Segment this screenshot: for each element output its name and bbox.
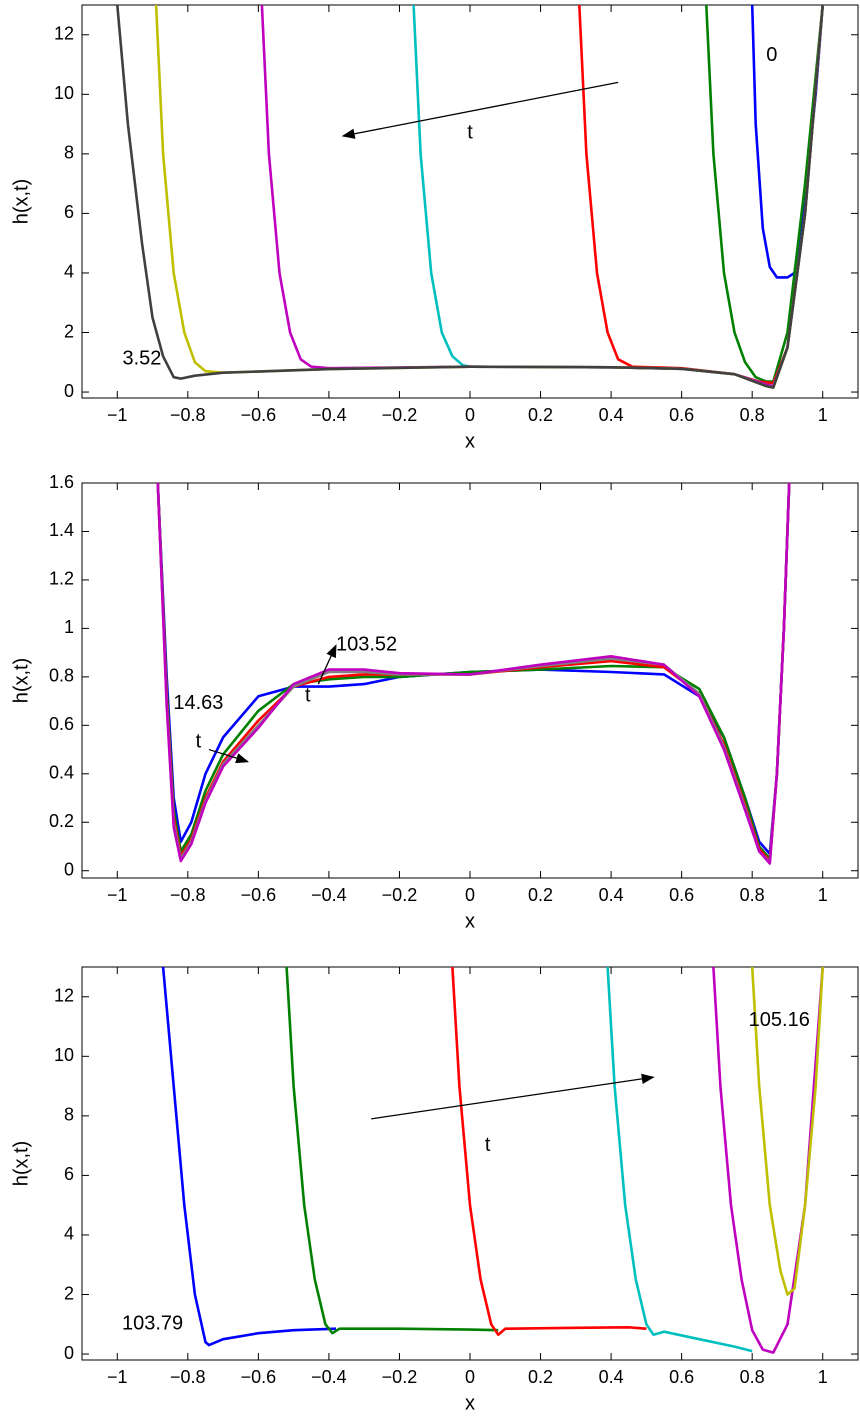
y-tick-label: 10 [54, 83, 74, 103]
x-tick-label: 0.8 [740, 1367, 765, 1387]
y-tick-label: 0.8 [49, 666, 74, 686]
x-tick-label: −0.2 [382, 1367, 418, 1387]
annotation: t [485, 1134, 491, 1156]
y-tick-label: 0.4 [49, 763, 74, 783]
y-tick-label: 6 [64, 202, 74, 222]
x-tick-label: −0.6 [241, 405, 277, 425]
x-tick-label: 0.4 [599, 405, 624, 425]
x-tick-label: 0.2 [528, 1367, 553, 1387]
y-tick-label: 8 [64, 1105, 74, 1125]
y-tick-label: 12 [54, 24, 74, 44]
annotation: 105.16 [749, 1009, 810, 1031]
x-tick-label: 0.4 [599, 1367, 624, 1387]
y-tick-label: 4 [64, 1224, 74, 1244]
data-line [451, 967, 647, 1336]
x-tick-label: 0.6 [669, 1367, 694, 1387]
y-tick-label: 0 [64, 1343, 74, 1363]
data-line [750, 967, 824, 1296]
x-tick-label: 0.6 [669, 405, 694, 425]
y-tick-label: 1.4 [49, 520, 74, 540]
data-line [161, 967, 337, 1347]
x-tick-label: −0.8 [170, 405, 206, 425]
y-tick-label: 0 [64, 859, 74, 879]
x-tick-label: −0.8 [170, 885, 206, 905]
x-tick-label: 0 [465, 1367, 475, 1387]
annotation: t [196, 731, 202, 753]
data-line [156, 483, 791, 860]
annotation: 0 [766, 44, 777, 66]
data-line [156, 483, 791, 856]
data-line [578, 5, 824, 385]
x-tick-label: 1 [818, 1367, 828, 1387]
data-line [606, 967, 753, 1353]
y-tick-label: 0.2 [49, 811, 74, 831]
data-line [285, 967, 499, 1335]
x-tick-label: 0 [465, 885, 475, 905]
x-tick-label: −0.2 [382, 405, 418, 425]
data-line [154, 5, 824, 389]
x-axis-label: x [465, 1392, 475, 1414]
annotation-arrow [317, 644, 337, 685]
annotation-arrow [341, 81, 619, 139]
x-tick-label: −1 [107, 885, 128, 905]
y-tick-label: 12 [54, 986, 74, 1006]
y-tick-label: 1.6 [49, 472, 74, 492]
annotation: t [305, 685, 311, 707]
annotation: 3.52 [122, 348, 161, 370]
x-tick-label: −0.4 [311, 1367, 347, 1387]
x-axis-label: x [465, 910, 475, 932]
data-line [260, 5, 824, 388]
x-tick-label: 1 [818, 885, 828, 905]
x-tick-label: 0.2 [528, 405, 553, 425]
data-line [156, 483, 791, 865]
y-tick-label: 2 [64, 321, 74, 341]
x-tick-label: −0.2 [382, 885, 418, 905]
x-tick-label: 0.6 [669, 885, 694, 905]
y-tick-label: 4 [64, 262, 74, 282]
y-tick-label: 0 [64, 381, 74, 401]
x-tick-label: −0.4 [311, 885, 347, 905]
plot-frame [81, 966, 859, 1361]
annotation: t [467, 121, 473, 143]
x-tick-label: −0.4 [311, 405, 347, 425]
x-tick-label: −0.6 [241, 1367, 277, 1387]
x-tick-label: 0.2 [528, 885, 553, 905]
y-axis-label: h(x,t) [10, 658, 32, 704]
x-axis-label: x [465, 430, 475, 452]
x-tick-label: 0 [465, 405, 475, 425]
data-line [705, 5, 824, 383]
plot-frame [81, 4, 859, 399]
y-axis-label: h(x,t) [10, 179, 32, 225]
y-tick-label: 1 [64, 617, 74, 637]
x-tick-label: 0.4 [599, 885, 624, 905]
y-tick-label: 1.2 [49, 569, 74, 589]
x-tick-label: −1 [107, 1367, 128, 1387]
annotation-arrow [371, 1073, 655, 1120]
x-tick-label: −1 [107, 405, 128, 425]
data-line [116, 5, 824, 389]
x-tick-label: 0.8 [740, 885, 765, 905]
y-tick-label: 2 [64, 1283, 74, 1303]
annotation: 14.63 [173, 692, 223, 714]
y-tick-label: 10 [54, 1045, 74, 1065]
annotation: 103.52 [336, 634, 397, 656]
y-tick-label: 6 [64, 1164, 74, 1184]
x-tick-label: 0.8 [740, 405, 765, 425]
y-axis-label: h(x,t) [10, 1141, 32, 1187]
annotation-arrow [208, 748, 250, 764]
x-tick-label: 1 [818, 405, 828, 425]
x-tick-label: −0.6 [241, 885, 277, 905]
y-tick-label: 0.6 [49, 714, 74, 734]
annotation: 103.79 [122, 1313, 183, 1335]
x-tick-label: −0.8 [170, 1367, 206, 1387]
y-tick-label: 8 [64, 143, 74, 163]
